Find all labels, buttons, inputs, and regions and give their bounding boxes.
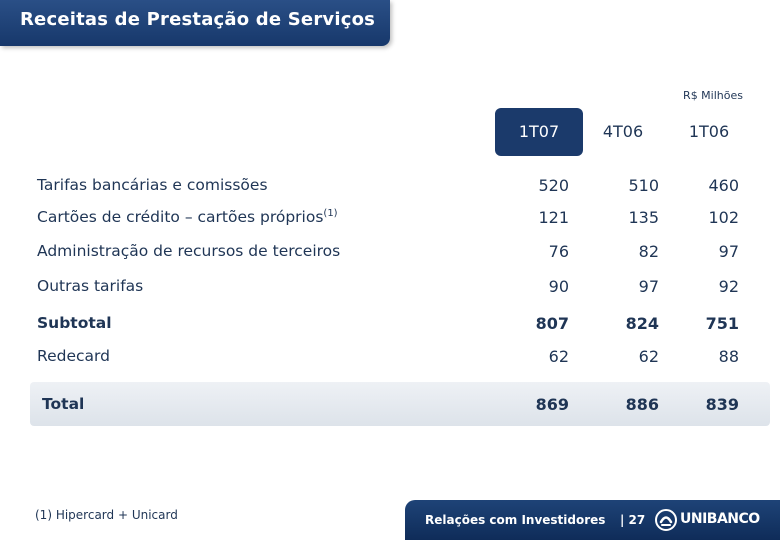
footer-bar: Relações com Investidores | 27 UNIBANCO	[405, 500, 780, 540]
table-row: Tarifas bancárias e comissões 520 510 46…	[0, 176, 780, 200]
value-1t06: 88	[718, 347, 739, 366]
column-header-4t06: 4T06	[602, 122, 644, 141]
footnote: (1) Hipercard + Unicard	[35, 508, 178, 522]
table-row: Redecard 62 62 88	[0, 347, 780, 371]
value-1t06: 102	[708, 208, 739, 227]
total-row: Total 869 886 839	[0, 395, 780, 419]
row-label: Subtotal	[37, 314, 112, 332]
table-row: Outras tarifas 90 97 92	[0, 277, 780, 301]
page-number: | 27	[620, 513, 646, 527]
row-label: Total	[42, 395, 85, 413]
value-1t07: 807	[535, 314, 569, 333]
value-4t06: 62	[638, 347, 659, 366]
total-highlight	[30, 382, 770, 426]
column-highlight	[495, 108, 583, 156]
footnote-marker: (1)	[323, 208, 338, 219]
value-1t06: 839	[705, 395, 739, 414]
value-1t07: 520	[538, 176, 569, 195]
footer-section-label: Relações com Investidores	[425, 513, 606, 527]
value-4t06: 824	[625, 314, 659, 333]
value-1t06: 97	[718, 242, 739, 261]
value-4t06: 97	[638, 277, 659, 296]
value-1t07: 869	[535, 395, 569, 414]
unit-label: R$ Milhões	[683, 89, 743, 102]
row-label: Cartões de crédito – cartões próprios(1)	[37, 208, 338, 226]
value-4t06: 82	[638, 242, 659, 261]
value-1t07: 76	[548, 242, 569, 261]
row-label: Administração de recursos de terceiros	[37, 242, 341, 260]
title-bar: Receitas de Prestação de Serviços	[0, 0, 390, 46]
table-row: Cartões de crédito – cartões próprios(1)…	[0, 208, 780, 232]
unibanco-logo-icon	[655, 509, 677, 531]
row-label: Outras tarifas	[37, 277, 144, 295]
value-4t06: 510	[628, 176, 659, 195]
row-label-text: Cartões de crédito – cartões próprios	[37, 208, 324, 226]
column-header-1t07: 1T07	[518, 122, 560, 141]
value-1t06: 92	[718, 277, 739, 296]
value-4t06: 886	[625, 395, 659, 414]
value-1t07: 90	[548, 277, 569, 296]
subtotal-row: Subtotal 807 824 751	[0, 314, 780, 338]
value-1t07: 62	[548, 347, 569, 366]
brand-name: UNIBANCO	[680, 511, 760, 527]
value-1t06: 460	[708, 176, 739, 195]
column-header-1t06: 1T06	[688, 122, 730, 141]
row-label: Redecard	[37, 347, 110, 365]
value-4t06: 135	[628, 208, 659, 227]
row-label: Tarifas bancárias e comissões	[37, 176, 268, 194]
table-row: Administração de recursos de terceiros 7…	[0, 242, 780, 266]
page-title: Receitas de Prestação de Serviços	[20, 9, 376, 30]
value-1t06: 751	[705, 314, 739, 333]
value-1t07: 121	[538, 208, 569, 227]
